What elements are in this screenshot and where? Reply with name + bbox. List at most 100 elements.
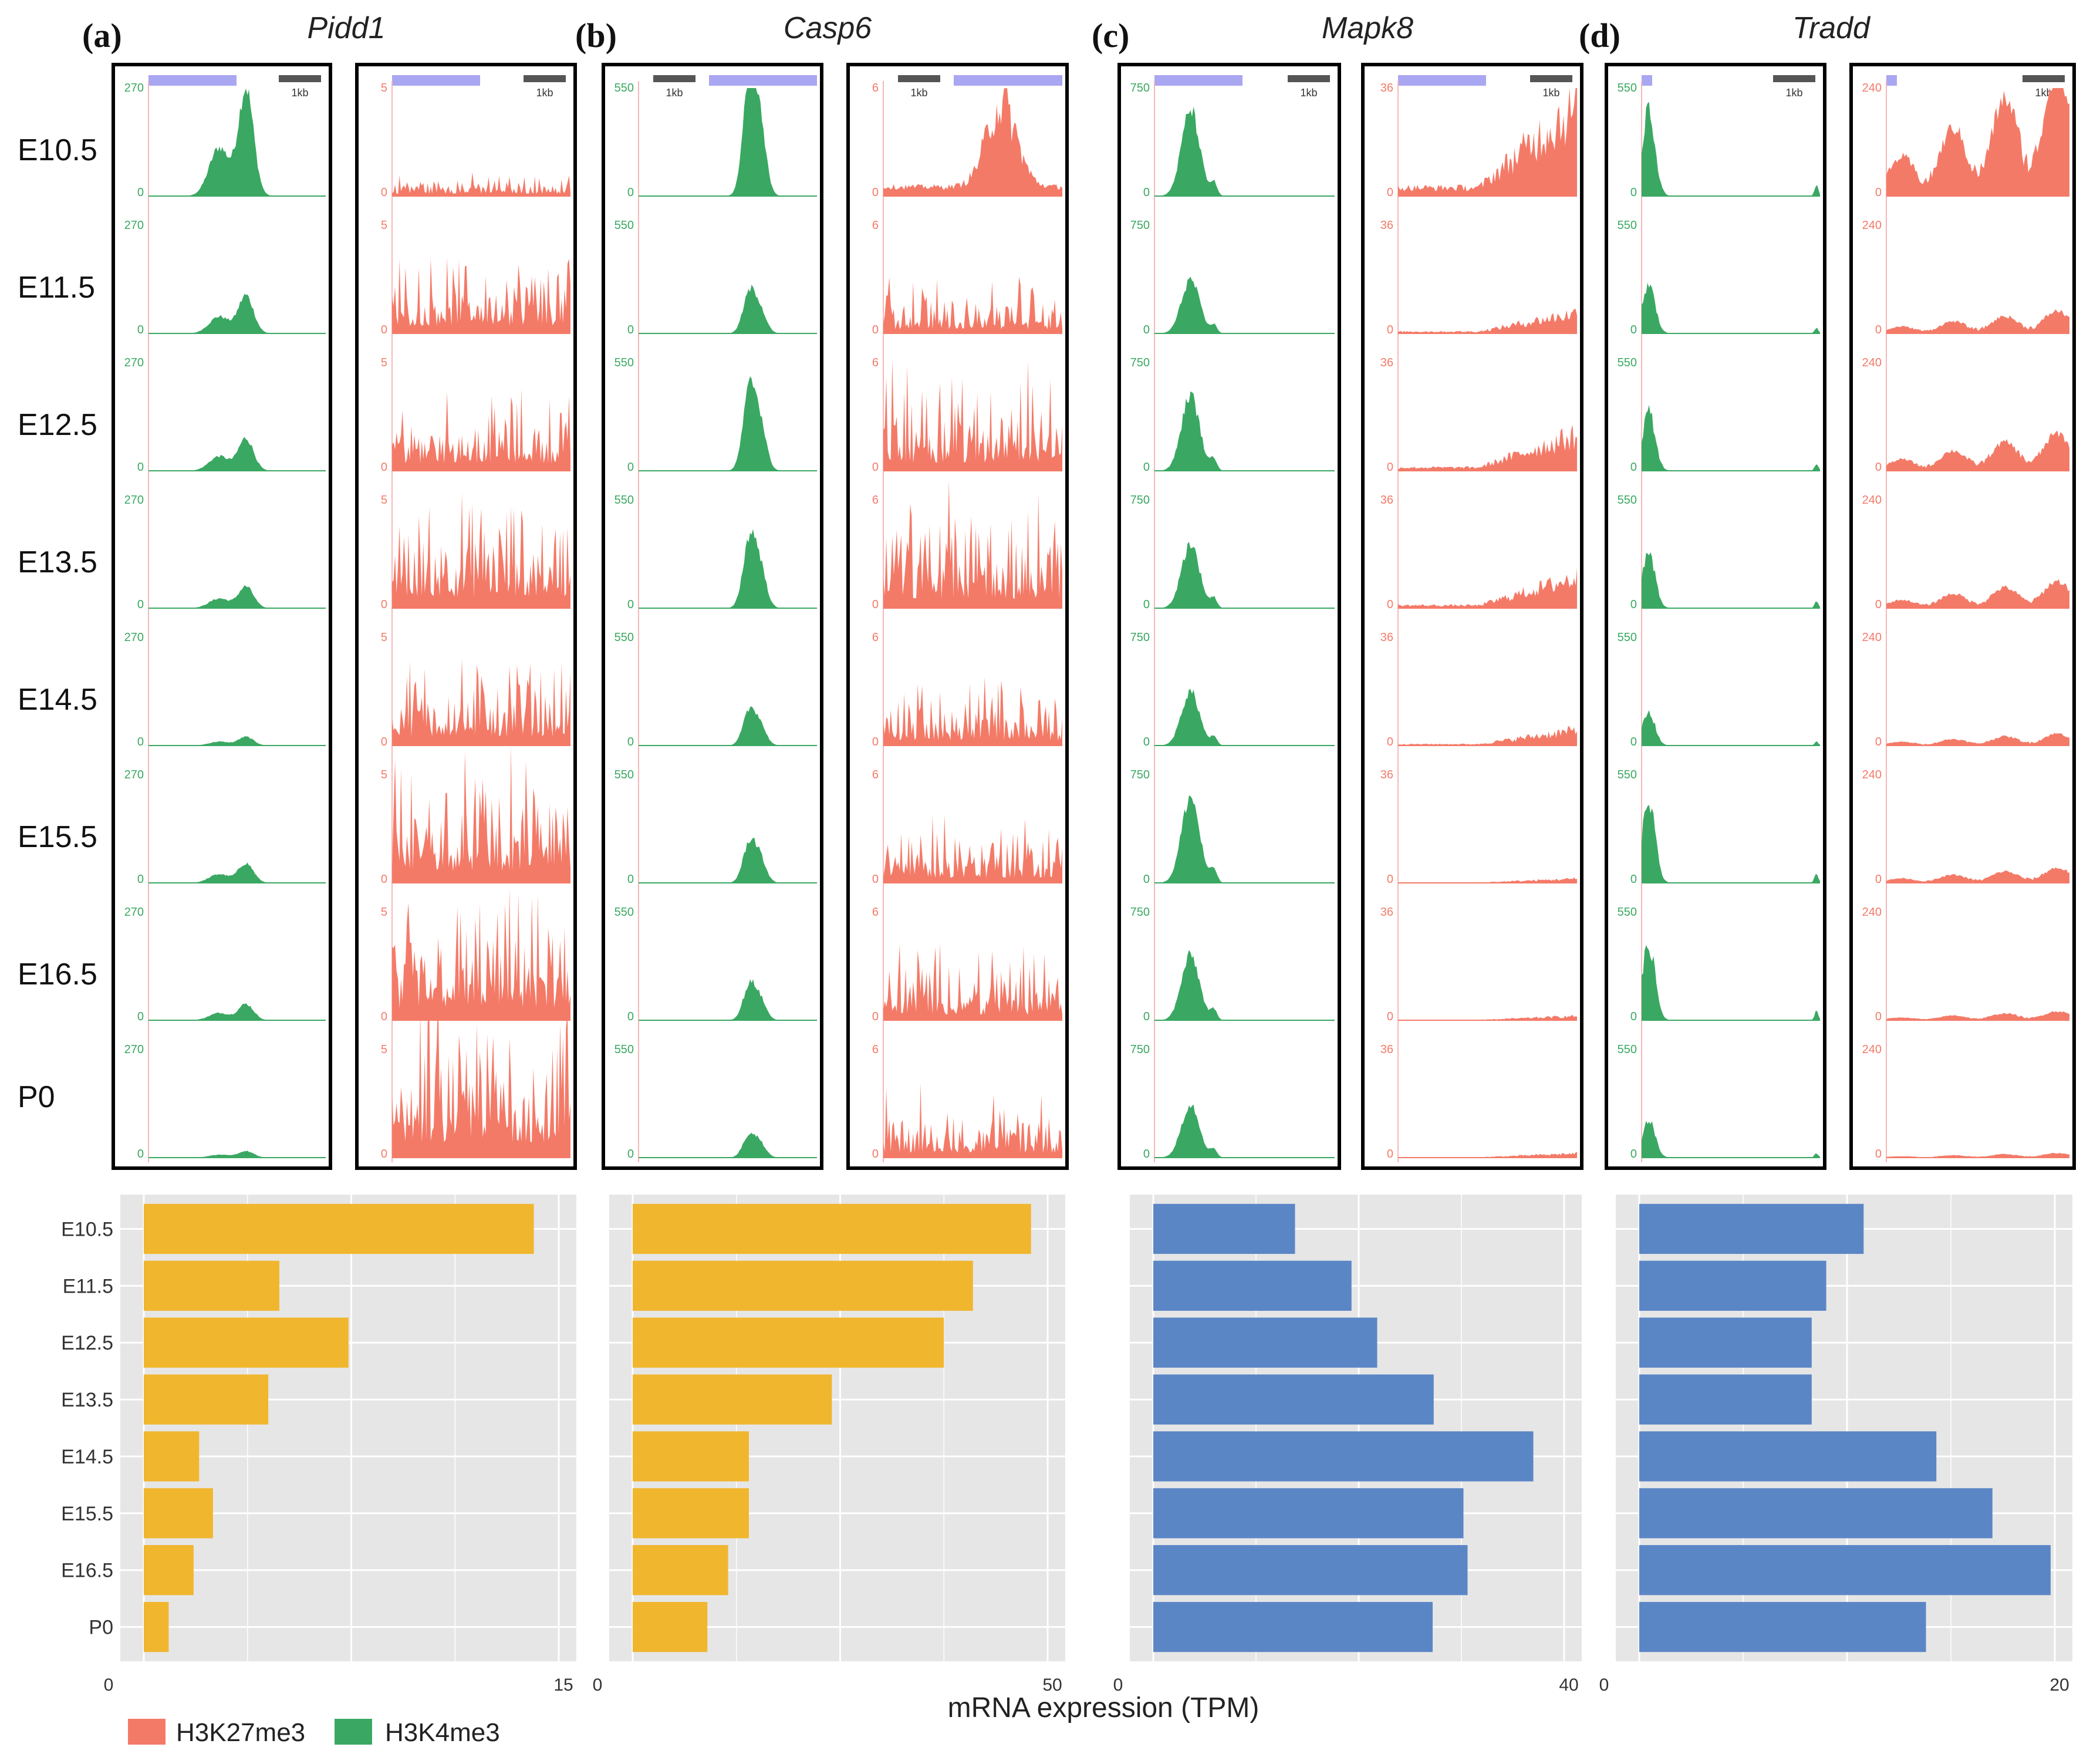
panel-labels: (a) Pidd1 (b) Casp6 (c) Mapk8 (d) Tradd <box>82 11 1871 55</box>
bar <box>1153 1203 1295 1254</box>
track-scale-zero: 0 <box>137 873 144 886</box>
scale-bar-icon <box>524 75 566 82</box>
track-scale-zero: 0 <box>627 1010 634 1023</box>
panel-letter: (d) <box>1579 16 1620 55</box>
track-scale-zero: 0 <box>1387 1148 1393 1161</box>
track-scale-zero: 0 <box>1143 598 1150 611</box>
signal-track <box>148 1151 326 1158</box>
track-scale-max: 550 <box>614 356 634 369</box>
track-scale-zero: 0 <box>872 1148 879 1161</box>
track-scale-max: 240 <box>1862 219 1882 232</box>
track-scale-max: 550 <box>614 631 634 644</box>
track-scale-max: 750 <box>1130 219 1150 232</box>
gene-model-icon <box>1398 75 1486 86</box>
track-scale-max: 36 <box>1380 494 1393 507</box>
stage-label: E16.5 <box>18 957 97 991</box>
signal-track <box>1154 106 1335 196</box>
panel-letter: (c) <box>1092 16 1129 55</box>
signal-track <box>883 677 1062 746</box>
signal-track <box>1398 567 1577 608</box>
track-scale-zero: 0 <box>1387 598 1393 611</box>
signal-track <box>883 815 1062 883</box>
signal-track <box>1398 424 1577 471</box>
bar <box>633 1488 749 1539</box>
track-scale-zero: 0 <box>1143 736 1150 748</box>
track-scale-max: 550 <box>1618 356 1637 369</box>
x-tick-label: 40 <box>1559 1675 1578 1695</box>
bar <box>1153 1431 1534 1482</box>
track-scale-zero: 0 <box>627 736 634 748</box>
track-scale-max: 6 <box>872 219 879 232</box>
track-scale-max: 550 <box>1618 219 1637 232</box>
stage-label: E11.5 <box>18 271 95 305</box>
signal-track <box>148 294 326 333</box>
track-scale-zero: 0 <box>1875 598 1882 611</box>
track-scale-zero: 0 <box>627 186 634 199</box>
track-scale-max: 750 <box>1130 906 1150 919</box>
x-tick-label: 0 <box>104 1675 114 1695</box>
bar <box>144 1488 213 1539</box>
stage-label: E10.5 <box>18 133 97 167</box>
scale-bar-label: 1kb <box>1785 87 1802 99</box>
signal-track <box>639 88 817 196</box>
track-scale-max: 750 <box>1130 494 1150 507</box>
track-scale-max: 550 <box>614 906 634 919</box>
signal-track <box>1886 309 2069 333</box>
legend-label-h3k27me3: H3K27me3 <box>176 1718 305 1747</box>
track-scale-zero: 0 <box>1630 873 1637 886</box>
signal-track <box>1642 404 1820 471</box>
track-scale-zero: 0 <box>872 461 879 474</box>
track-scale-zero: 0 <box>1387 323 1393 336</box>
track-scale-zero: 0 <box>872 186 879 199</box>
track-scale-max: 240 <box>1862 1043 1882 1056</box>
track-scale-max: 750 <box>1130 1043 1150 1056</box>
signal-track <box>1398 726 1577 746</box>
bar <box>1153 1260 1352 1311</box>
signal-track <box>1398 309 1577 333</box>
track-scale-max: 6 <box>872 494 879 507</box>
track-scale-zero: 0 <box>627 323 634 336</box>
track-scale-zero: 0 <box>627 461 634 474</box>
bar-chart-pidd1: E10.5 E11.5 E12.5 E13.5 E14.5 E15.5 E16.5 P0 0 15 <box>61 1195 576 1695</box>
signal-track <box>1398 877 1577 883</box>
track-scale-max: 750 <box>1130 631 1150 644</box>
bar <box>144 1260 279 1311</box>
track-scale-max: 550 <box>1618 906 1637 919</box>
track-scale-zero: 0 <box>1143 461 1150 474</box>
x-tick-label: 0 <box>593 1675 603 1695</box>
signal-track <box>392 493 570 608</box>
track-scale-max: 240 <box>1862 768 1882 781</box>
signal-track <box>392 172 570 196</box>
track-scale-zero: 0 <box>627 873 634 886</box>
signal-track <box>1642 552 1820 608</box>
scale-bar-label: 1kb <box>291 87 308 99</box>
stage-label: E15.5 <box>18 820 97 854</box>
scale-bar-label: 1kb <box>1542 87 1559 99</box>
track-scale-max: 240 <box>1862 82 1882 95</box>
gene-model-icon <box>1886 75 1897 86</box>
track-scale-zero: 0 <box>381 1010 387 1023</box>
track-scale-max: 750 <box>1130 768 1150 781</box>
track-scale-max: 550 <box>1618 631 1637 644</box>
signal-track <box>148 585 326 608</box>
signal-track <box>639 838 817 883</box>
bar <box>1153 1374 1434 1425</box>
track-scale-zero: 0 <box>1630 323 1637 336</box>
x-tick-label: 0 <box>1113 1675 1123 1695</box>
track-scale-zero: 0 <box>1875 736 1882 748</box>
bar <box>633 1431 749 1482</box>
track-scale-max: 550 <box>1618 82 1637 95</box>
signal-track <box>883 276 1062 333</box>
track-scale-zero: 0 <box>1630 1148 1637 1161</box>
track-scale-max: 36 <box>1380 768 1393 781</box>
x-axis-label: mRNA expression (TPM) <box>948 1692 1260 1723</box>
signal-track <box>148 736 326 746</box>
signal-track <box>1154 1104 1335 1158</box>
track-scale-max: 550 <box>614 219 634 232</box>
bar-chart-tradd: 0 20 <box>1599 1195 2072 1695</box>
track-scale-max: 270 <box>124 356 144 369</box>
bar <box>1153 1601 1433 1652</box>
track-scale-zero: 0 <box>872 598 879 611</box>
signal-track <box>639 706 817 746</box>
track-scale-max: 36 <box>1380 906 1393 919</box>
